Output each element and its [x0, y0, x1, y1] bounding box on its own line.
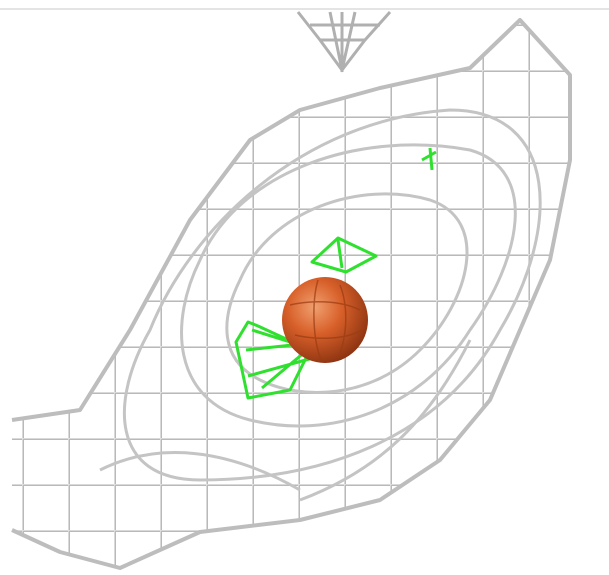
atom-sphere: [282, 277, 368, 363]
ligand-wireframe: [234, 147, 437, 400]
top-fragment: [296, 11, 392, 73]
